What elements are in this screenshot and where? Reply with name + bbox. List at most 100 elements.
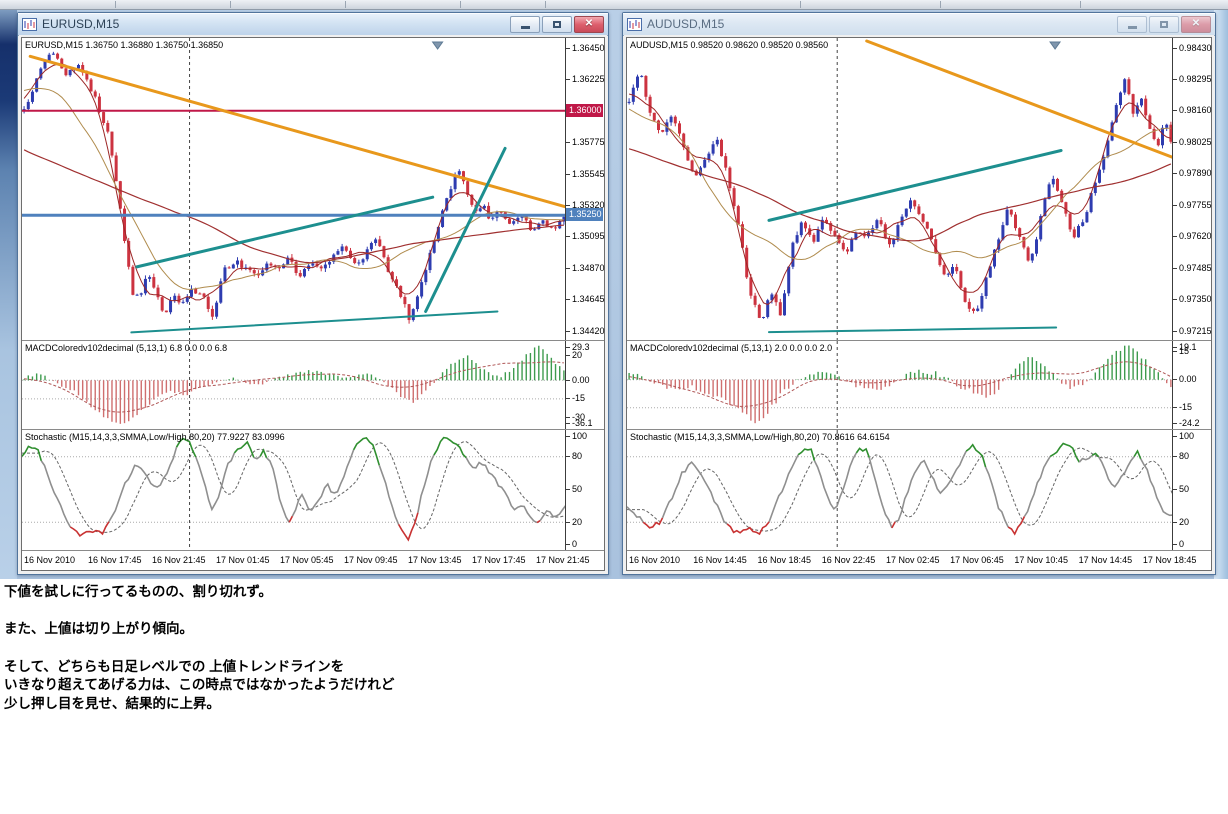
scale-tick-mark: [566, 398, 570, 399]
scale-tick-mark: [566, 417, 570, 418]
background-right-strip: [1214, 10, 1228, 579]
chart-canvas: [22, 341, 566, 429]
time-axis-label: 17 Nov 09:45: [344, 555, 398, 565]
toolbar-separator: [800, 1, 801, 8]
analysis-note: 下値を試しに行ってるものの、割り切れず。 また、上値は切り上がり傾向。 そして、…: [4, 584, 395, 711]
restore-button[interactable]: [1149, 15, 1179, 33]
time-axis[interactable]: 16 Nov 2010 16 Nov 17:45 16 Nov 21:45 17 No…: [22, 551, 604, 570]
chart-client: AUDUSD,M15 0.98520 0.98620 0.98520 0.985…: [624, 35, 1214, 573]
macd-panel: MACDColoredv102decimal (5,13,1) 2.0 0.0 …: [627, 341, 1211, 430]
scale-tick-label: 0: [1179, 539, 1185, 549]
toolbar-separator: [460, 1, 461, 8]
scale-tick-mark: [1173, 351, 1177, 352]
main-plot[interactable]: [627, 38, 1173, 340]
scale-tick-mark: [1173, 236, 1177, 237]
scale-tick-mark: [566, 355, 570, 356]
chart-canvas: [22, 38, 566, 340]
chart-window-audusd[interactable]: AUDUSD,M15 ✕ AUDUSD,M15 0.98520 0.98620 …: [622, 12, 1216, 575]
scale-tick-mark: [1173, 379, 1177, 380]
scale-tick-mark: [566, 380, 570, 381]
window-title: AUDUSD,M15: [647, 17, 725, 31]
toolbar-separator: [545, 1, 546, 8]
scale-tick-label: 50: [572, 484, 583, 494]
main-scale[interactable]: 1.36450 1.36225 1.35775 1.35545 1.35320 1.350…: [565, 38, 605, 340]
scale-tick-mark: [566, 423, 570, 424]
scale-tick-label: 1.35545: [572, 169, 605, 179]
toolbar-separator: [345, 1, 346, 8]
time-axis-label: 16 Nov 2010: [24, 555, 76, 565]
window-titlebar[interactable]: EURUSD,M15 ✕: [18, 13, 608, 36]
chart-icon: [22, 17, 37, 31]
restore-icon: [1160, 20, 1168, 28]
scale-tick-label: 29.3: [572, 342, 590, 352]
chart-canvas: [627, 430, 1173, 550]
chart-canvas: [627, 38, 1173, 340]
minimize-button[interactable]: [510, 15, 540, 33]
scale-tick-mark: [566, 522, 570, 523]
macd-scale[interactable]: 29.3 20 0.00 -15 -30 -36.1: [565, 341, 604, 429]
macd-plot[interactable]: [627, 341, 1173, 429]
macd-plot[interactable]: [22, 341, 566, 429]
chart-client: EURUSD,M15 1.36750 1.36880 1.36750 1.368…: [19, 35, 607, 573]
scale-tick-label: -24.2: [1179, 418, 1200, 428]
restore-button[interactable]: [542, 15, 572, 33]
toolbar-separator: [1080, 1, 1081, 8]
scale-tick-label: 0.97755: [1179, 200, 1212, 210]
scale-tick-label: 1.34645: [572, 294, 605, 304]
scale-tick-label: -30: [572, 412, 586, 422]
chart-frame: AUDUSD,M15 0.98520 0.98620 0.98520 0.985…: [626, 37, 1212, 571]
stoch-plot[interactable]: [627, 430, 1173, 550]
chart-canvas: [627, 341, 1173, 429]
time-axis-label: 17 Nov 06:45: [950, 555, 1004, 565]
scale-tick-label: 80: [572, 451, 583, 461]
close-button[interactable]: ✕: [574, 15, 604, 33]
scale-tick-mark: [1173, 79, 1177, 80]
restore-icon: [553, 20, 561, 28]
scale-tick-mark: [1173, 268, 1177, 269]
scale-tick-mark: [1173, 299, 1177, 300]
window-title: EURUSD,M15: [42, 17, 120, 31]
time-axis-label: 16 Nov 22:45: [821, 555, 876, 565]
time-axis-label: 17 Nov 17:45: [472, 555, 526, 565]
scale-tick-mark: [566, 456, 570, 457]
scale-tick-mark: [566, 489, 570, 490]
close-icon: ✕: [584, 18, 594, 29]
scale-tick-label: -15: [1179, 402, 1193, 412]
chart-window-eurusd[interactable]: EURUSD,M15 ✕ EURUSD,M15 1.36750 1.36880 …: [17, 12, 609, 575]
scale-tick-label: 0.97890: [1179, 168, 1212, 178]
scale-tick-mark: [566, 48, 570, 49]
toolbar-separator: [115, 1, 116, 8]
scale-tick-mark: [1173, 456, 1177, 457]
scale-tick-label: 20: [572, 350, 583, 360]
macd-scale[interactable]: 19.1 15 0.00 -15 -24.2: [1172, 341, 1211, 429]
scale-tick-label: 100: [572, 431, 588, 441]
close-icon: ✕: [1191, 18, 1201, 29]
stoch-scale[interactable]: 100 80 50 20 0: [565, 430, 604, 550]
scale-tick-mark: [1173, 347, 1177, 348]
window-titlebar[interactable]: AUDUSD,M15 ✕: [623, 13, 1215, 36]
scale-tick-mark: [566, 268, 570, 269]
stoch-scale[interactable]: 100 80 50 20 0: [1172, 430, 1211, 550]
main-scale[interactable]: 0.98430 0.98295 0.98160 0.98025 0.97890 0.977…: [1172, 38, 1212, 340]
close-button[interactable]: ✕: [1181, 15, 1211, 33]
scale-tick-mark: [1173, 205, 1177, 206]
time-axis-label: 17 Nov 18:45: [1142, 555, 1197, 565]
scale-tick-label: 0.97620: [1179, 231, 1212, 241]
scale-tick-label: 100: [1179, 431, 1195, 441]
toolbar-separator: [940, 1, 941, 8]
toolbar-strip: [0, 0, 1228, 10]
scale-tick-label: 20: [572, 517, 583, 527]
scale-tick-mark: [1173, 48, 1177, 49]
time-axis[interactable]: 16 Nov 2010 16 Nov 14:45 16 Nov 18:45 16 No…: [627, 551, 1211, 570]
minimize-button[interactable]: [1117, 15, 1147, 33]
scale-tick-mark: [1173, 423, 1177, 424]
main-plot[interactable]: [22, 38, 566, 340]
scale-tick-label: 1.36450: [572, 43, 605, 53]
scale-tick-label: 1.35320: [572, 200, 605, 210]
stoch-plot[interactable]: [22, 430, 566, 550]
scale-tick-mark: [1173, 110, 1177, 111]
scale-tick-label: -36.1: [572, 418, 593, 428]
scale-tick-label: 1.35095: [572, 231, 605, 241]
time-axis-label: 17 Nov 05:45: [280, 555, 334, 565]
scale-tick-label: 1.34420: [572, 326, 605, 336]
